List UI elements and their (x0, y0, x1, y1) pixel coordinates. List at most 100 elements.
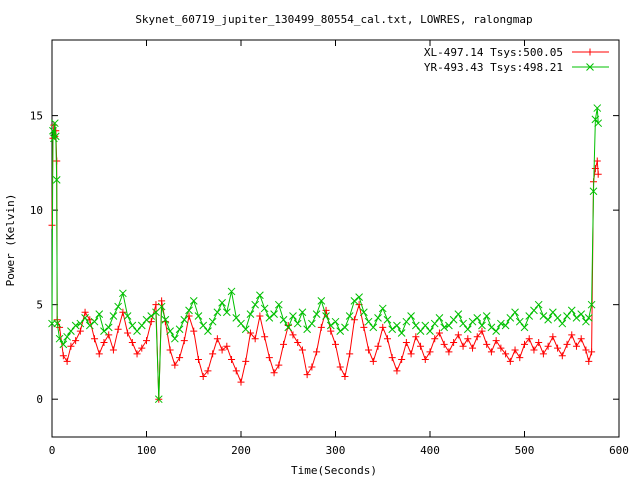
data-point (544, 342, 552, 350)
data-point (398, 355, 406, 363)
data-point (63, 332, 71, 341)
x-tick-label: 500 (515, 444, 535, 457)
data-point (593, 104, 602, 112)
data-point (492, 327, 501, 335)
data-point (119, 289, 127, 298)
data-point (133, 327, 141, 335)
data-point (213, 335, 221, 343)
data-point (454, 331, 462, 339)
series-layer (48, 104, 603, 404)
data-point (76, 319, 85, 328)
y-tick-label: 0 (36, 393, 43, 406)
data-point (478, 321, 486, 330)
data-point (67, 327, 75, 335)
data-point (383, 335, 391, 343)
data-point (85, 321, 94, 330)
data-point (171, 361, 179, 369)
data-point (577, 335, 585, 343)
data-point (468, 317, 477, 326)
y-tick-label: 15 (30, 110, 43, 123)
data-point (51, 132, 60, 141)
axis-ticks: 0 100 200 300 400 500 600 0 5 10 15 (30, 40, 629, 457)
data-point (369, 357, 377, 365)
legend-marker (586, 48, 594, 56)
plot-frame (51, 39, 620, 438)
data-point (473, 333, 481, 341)
data-point (450, 338, 458, 346)
data-point (388, 325, 397, 334)
series-1 (48, 121, 602, 403)
data-point (593, 157, 601, 165)
data-point (228, 355, 236, 363)
data-point (587, 300, 596, 309)
y-tick-label: 5 (36, 299, 43, 312)
data-point (426, 348, 434, 356)
data-point (232, 367, 240, 375)
data-point (204, 327, 212, 335)
y-tick-label: 10 (30, 204, 43, 217)
data-point (525, 312, 534, 320)
data-point (152, 301, 160, 309)
data-point (492, 337, 500, 345)
data-point (128, 321, 137, 330)
data-point (431, 335, 439, 343)
data-point (478, 327, 486, 335)
data-point (539, 312, 548, 320)
x-tick-label: 100 (137, 444, 157, 457)
data-point (114, 325, 122, 333)
data-point (440, 340, 448, 348)
data-point (445, 348, 453, 356)
data-point (534, 300, 543, 309)
data-point (393, 321, 401, 330)
data-point (312, 310, 321, 318)
data-point (109, 346, 117, 354)
data-point (430, 319, 439, 328)
data-point (497, 319, 505, 328)
data-point (594, 170, 602, 178)
x-tick-label: 400 (420, 444, 440, 457)
data-point (90, 317, 99, 326)
data-point (594, 119, 603, 128)
data-point (218, 346, 226, 354)
data-point (95, 350, 103, 358)
data-point (322, 312, 330, 320)
chart-title: Skynet_60719_jupiter_130499_80554_cal.tx… (135, 13, 532, 26)
data-point (95, 310, 104, 318)
data-point (81, 314, 89, 322)
data-point (388, 354, 396, 362)
data-point (158, 297, 166, 305)
data-point (435, 314, 444, 322)
data-point (421, 321, 430, 330)
data-point (378, 304, 387, 313)
data-point (59, 340, 68, 349)
data-point (482, 312, 491, 320)
data-point (497, 344, 505, 352)
data-point (81, 308, 89, 316)
data-point (237, 378, 245, 386)
data-point (563, 340, 571, 348)
data-point (166, 327, 174, 335)
data-point (204, 367, 212, 375)
data-point (294, 338, 302, 346)
data-point (346, 350, 354, 358)
data-point (222, 308, 231, 317)
legend: XL-497.14 Tsys:500.05 YR-493.43 Tsys:498.… (424, 46, 609, 74)
data-point (350, 316, 358, 324)
data-point (176, 354, 184, 362)
data-point (544, 315, 552, 324)
data-point (218, 298, 226, 307)
data-point (487, 348, 495, 356)
data-point (487, 323, 496, 332)
data-point (293, 319, 302, 328)
data-point (525, 335, 533, 343)
data-point (511, 346, 519, 354)
data-point (530, 306, 538, 315)
data-point (53, 319, 62, 328)
data-point (530, 346, 538, 354)
data-point (241, 325, 250, 334)
data-point (359, 308, 368, 317)
data-point (563, 312, 571, 320)
legend-marker (586, 63, 594, 71)
x-tick-label: 300 (326, 444, 346, 457)
